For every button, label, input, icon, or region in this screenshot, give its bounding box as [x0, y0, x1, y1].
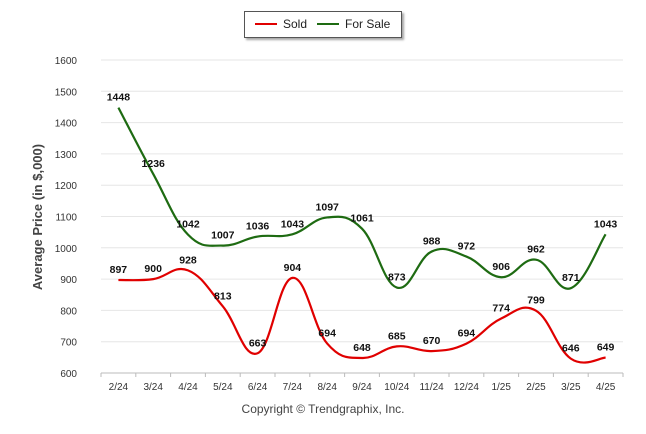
x-tick-label: 8/24: [317, 382, 337, 393]
data-label-sold: 694: [458, 328, 476, 340]
data-label-sold: 663: [249, 337, 267, 349]
data-label-for-sale: 988: [423, 236, 441, 248]
data-label-for-sale: 906: [492, 261, 510, 273]
y-tick-label: 900: [60, 275, 77, 286]
y-tick-label: 1100: [55, 213, 77, 224]
data-label-sold: 649: [597, 342, 615, 354]
series-line-sold: [118, 267, 606, 364]
y-tick-label: 700: [60, 338, 77, 349]
series-lines: [117, 107, 607, 364]
x-tick-label: 10/24: [384, 382, 409, 393]
data-label-for-sale: 871: [562, 272, 580, 284]
data-label-for-sale: 873: [388, 272, 406, 284]
x-tick-label: 5/24: [213, 382, 233, 393]
data-label-sold: 928: [179, 254, 197, 266]
data-label-for-sale: 1036: [246, 221, 270, 233]
x-tick-label: 3/24: [143, 382, 163, 393]
data-label-for-sale: 1007: [211, 230, 235, 242]
data-label-sold: 900: [144, 263, 162, 275]
y-tick-label: 1400: [55, 119, 78, 130]
y-tick-label: 1200: [55, 181, 78, 192]
x-tick-label: 2/25: [526, 382, 546, 393]
x-tick-label: 4/24: [178, 382, 198, 393]
data-label-for-sale: 1043: [594, 218, 618, 230]
y-tick-label: 1300: [55, 150, 78, 161]
data-label-sold: 646: [562, 343, 580, 355]
legend-swatch-sold: [255, 23, 277, 25]
legend-item-for-sale[interactable]: For Sale: [317, 17, 390, 31]
data-label-sold: 799: [527, 295, 545, 307]
x-tick-label: 12/24: [454, 382, 479, 393]
series-line-for-sale: [117, 107, 607, 290]
x-tick-label: 7/24: [283, 382, 303, 393]
legend-label-sold: Sold: [283, 17, 308, 31]
x-tick-label: 9/24: [352, 382, 372, 393]
x-tick-label: 1/25: [491, 382, 511, 393]
data-label-sold: 813: [214, 290, 232, 302]
legend: Sold For Sale: [244, 11, 402, 38]
y-tick-label: 600: [60, 369, 77, 380]
data-label-for-sale: 972: [458, 241, 476, 253]
y-tick-label: 1500: [55, 87, 78, 98]
y-tick-label: 1000: [55, 244, 78, 255]
data-label-sold: 685: [388, 330, 406, 342]
data-label-sold: 648: [353, 342, 371, 354]
y-tick-label: 1600: [55, 56, 78, 67]
copyright-credit: Copyright © Trendgraphix, Inc.: [241, 402, 405, 416]
data-label-for-sale: 1043: [281, 218, 305, 230]
axes: 600 700 800 900 1000 1100 1200 1300 1400 1500 1600…: [55, 56, 624, 393]
data-label-sold: 904: [284, 262, 302, 274]
data-label-for-sale: 1061: [350, 213, 374, 225]
y-tick-label: 800: [60, 306, 77, 317]
data-label-sold: 694: [318, 328, 336, 340]
x-tick-label: 2/24: [109, 382, 129, 393]
x-tick-label: 4/25: [596, 382, 616, 393]
grid-lines: [101, 59, 623, 374]
data-label-for-sale: 1097: [316, 201, 340, 213]
x-tick-label: 3/25: [561, 382, 581, 393]
data-label-sold: 774: [492, 303, 510, 315]
y-axis-title: Average Price (in $,000): [30, 143, 45, 291]
data-label-for-sale: 1448: [107, 92, 131, 104]
data-label-for-sale: 962: [527, 244, 545, 256]
data-label-for-sale: 1042: [176, 219, 200, 231]
data-label-sold: 670: [423, 335, 441, 347]
data-labels: 897 900 928 813 663 904 694 648 685 670 694 774 799 6…: [107, 92, 618, 355]
data-label-for-sale: 1236: [142, 158, 166, 170]
legend-item-sold[interactable]: Sold: [255, 17, 307, 31]
data-label-sold: 897: [110, 264, 128, 276]
legend-swatch-for-sale: [317, 23, 339, 25]
legend-label-for-sale: For Sale: [345, 17, 391, 31]
x-tick-label: 6/24: [248, 382, 268, 393]
x-tick-label: 11/24: [419, 382, 444, 393]
